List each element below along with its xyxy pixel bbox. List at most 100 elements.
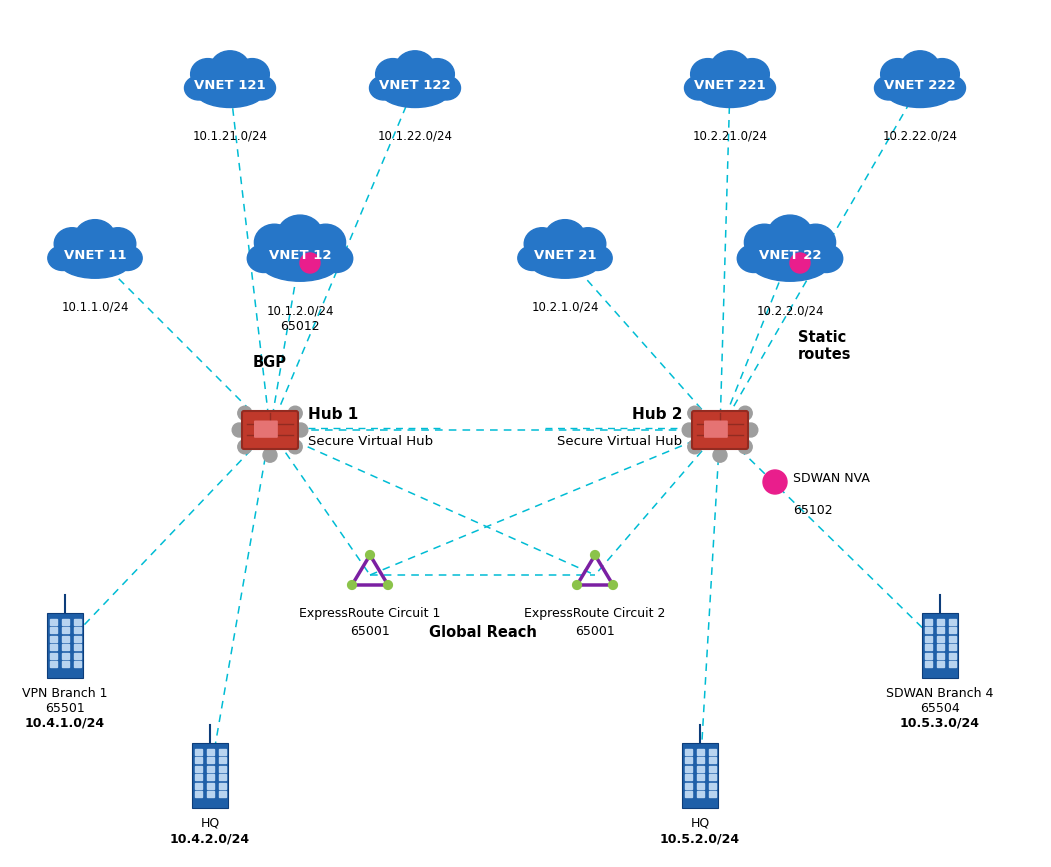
Ellipse shape [235,59,269,90]
Bar [925,628,932,633]
Bar [195,758,202,763]
Text: 65501: 65501 [45,702,85,715]
Ellipse shape [48,245,78,271]
Ellipse shape [925,59,960,90]
Text: 65001: 65001 [575,625,615,638]
Bar [709,758,716,763]
Ellipse shape [247,76,275,100]
Ellipse shape [380,75,450,108]
Text: Secure Virtual Hub: Secure Virtual Hub [308,435,433,448]
Bar [207,792,213,797]
Circle shape [366,551,374,559]
Text: 10.1.21.0/24: 10.1.21.0/24 [192,129,268,142]
Text: VPN Branch 1: VPN Branch 1 [22,687,108,700]
Bar [697,758,704,763]
Ellipse shape [190,59,225,90]
Ellipse shape [582,245,612,271]
Ellipse shape [695,75,765,108]
Text: 65504: 65504 [920,702,960,715]
Text: 10.2.1.0/24: 10.2.1.0/24 [531,300,599,313]
Text: SDWAN NVA: SDWAN NVA [794,472,870,485]
Bar [925,636,932,642]
Bar [220,766,226,772]
Bar [685,758,692,763]
Bar [75,653,81,659]
Text: ExpressRoute Circuit 2: ExpressRoute Circuit 2 [524,607,665,620]
Bar [50,619,57,625]
Text: 10.5.2.0/24: 10.5.2.0/24 [660,832,740,845]
Bar [75,628,81,633]
Ellipse shape [570,228,605,260]
Bar [62,619,68,625]
Text: SDWAN Branch 4: SDWAN Branch 4 [886,687,993,700]
Ellipse shape [744,225,784,261]
Circle shape [294,423,308,437]
FancyBboxPatch shape [692,411,748,449]
Text: 65001: 65001 [350,625,390,638]
Bar [685,792,692,797]
Circle shape [238,407,252,420]
Bar [62,653,68,659]
Circle shape [232,423,246,437]
Bar [195,774,202,780]
Ellipse shape [254,225,294,261]
Text: Hub 1: Hub 1 [308,407,358,422]
Ellipse shape [691,59,725,90]
FancyBboxPatch shape [254,420,277,438]
Ellipse shape [370,76,398,100]
Text: 10.1.22.0/24: 10.1.22.0/24 [377,129,453,142]
Bar [937,628,944,633]
Ellipse shape [936,76,966,100]
Ellipse shape [529,244,601,278]
Text: Static
routes: Static routes [798,329,851,362]
Bar [220,749,226,755]
Bar [47,612,83,677]
Text: VNET 121: VNET 121 [194,79,266,92]
Circle shape [288,407,303,420]
Ellipse shape [59,244,131,278]
Ellipse shape [432,76,460,100]
Text: 10.4.2.0/24: 10.4.2.0/24 [170,832,250,845]
Bar [207,758,213,763]
Circle shape [682,423,696,437]
Text: 10.2.2.0/24: 10.2.2.0/24 [757,304,824,317]
Bar [925,653,932,659]
Text: VNET 11: VNET 11 [64,249,126,262]
Bar [937,644,944,650]
Ellipse shape [874,76,903,100]
Circle shape [348,581,356,590]
Bar [195,792,202,797]
Bar [50,644,57,650]
Ellipse shape [306,225,346,261]
Ellipse shape [524,228,560,260]
Circle shape [300,253,320,273]
Bar [685,766,692,772]
FancyBboxPatch shape [242,411,298,449]
Ellipse shape [901,51,940,86]
Bar [195,766,202,772]
Bar [75,644,81,650]
Bar [949,636,955,642]
Circle shape [790,253,810,273]
Ellipse shape [881,59,915,90]
Bar [207,774,213,780]
Ellipse shape [796,225,836,261]
Bar [207,749,213,755]
Bar [697,774,704,780]
Circle shape [609,581,617,590]
Bar [75,662,81,667]
Bar [922,612,959,677]
Text: 65102: 65102 [794,504,832,517]
Bar [709,774,716,780]
Text: HQ: HQ [691,817,709,830]
FancyBboxPatch shape [704,420,728,438]
Circle shape [238,440,252,453]
Text: BGP: BGP [253,355,287,370]
Ellipse shape [260,243,341,281]
Bar [192,742,228,807]
Bar [682,742,718,807]
Bar [62,636,68,642]
Text: Hub 2: Hub 2 [632,407,682,422]
Ellipse shape [112,245,142,271]
Bar [220,783,226,789]
